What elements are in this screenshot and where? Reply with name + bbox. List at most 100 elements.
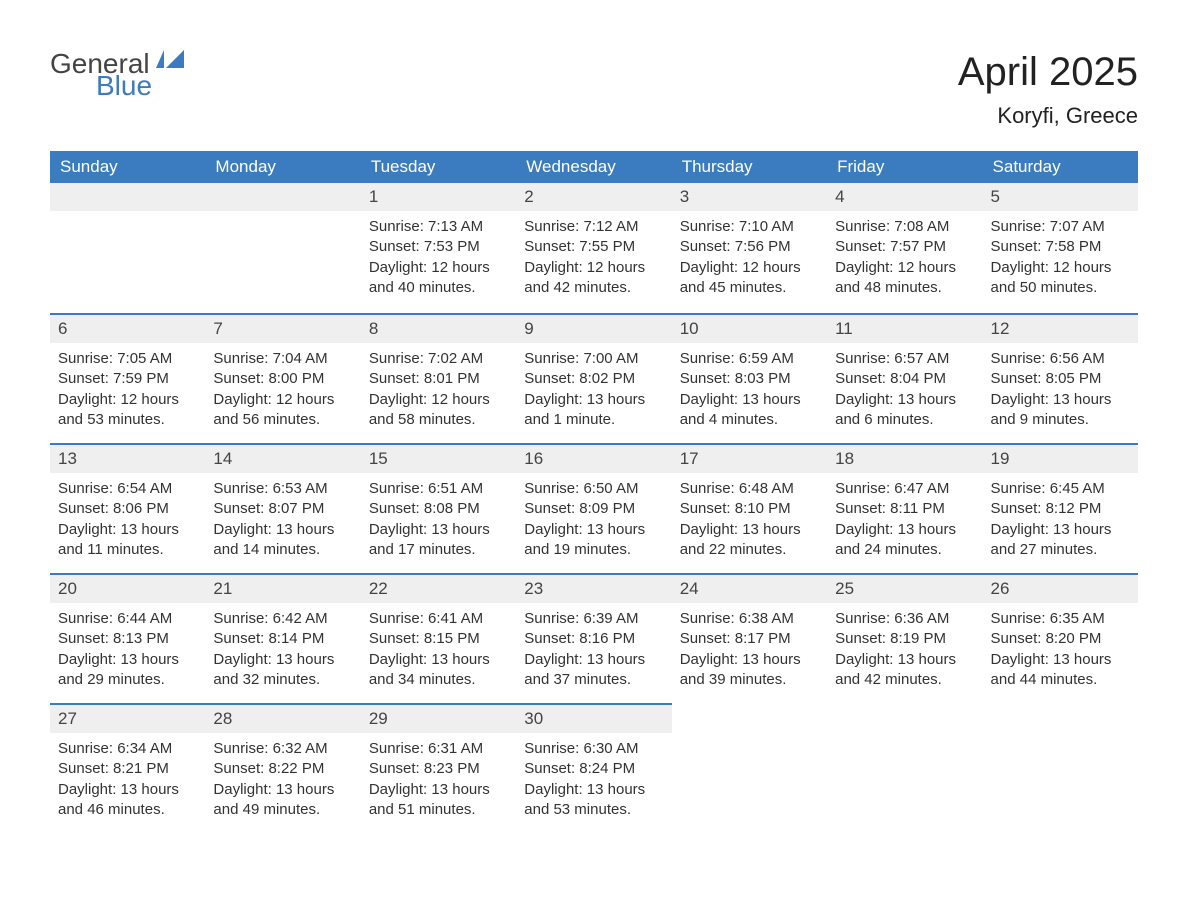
sunset-text: Sunset: 8:16 PM <box>524 629 663 649</box>
sunrise-text: Sunrise: 6:39 AM <box>524 609 663 629</box>
sunrise-text: Sunrise: 6:54 AM <box>58 479 197 499</box>
sunrise-text: Sunrise: 7:13 AM <box>369 217 508 237</box>
daylight-text: Daylight: 13 hours and 27 minutes. <box>991 520 1130 561</box>
calendar-week-row: 27Sunrise: 6:34 AMSunset: 8:21 PMDayligh… <box>50 703 1138 833</box>
daylight-text: Daylight: 13 hours and 24 minutes. <box>835 520 974 561</box>
sunset-text: Sunset: 8:13 PM <box>58 629 197 649</box>
day-header: Wednesday <box>516 151 671 183</box>
calendar-table: Sunday Monday Tuesday Wednesday Thursday… <box>50 151 1138 833</box>
sunset-text: Sunset: 8:04 PM <box>835 369 974 389</box>
daylight-text: Daylight: 12 hours and 56 minutes. <box>213 390 352 431</box>
sunrise-text: Sunrise: 6:30 AM <box>524 739 663 759</box>
sunrise-text: Sunrise: 6:32 AM <box>213 739 352 759</box>
day-number: 24 <box>672 573 827 603</box>
day-number: 26 <box>983 573 1138 603</box>
sunset-text: Sunset: 8:17 PM <box>680 629 819 649</box>
day-details: Sunrise: 7:02 AMSunset: 8:01 PMDaylight:… <box>361 343 516 438</box>
daylight-text: Daylight: 12 hours and 40 minutes. <box>369 258 508 299</box>
day-number <box>205 183 360 211</box>
day-details: Sunrise: 6:57 AMSunset: 8:04 PMDaylight:… <box>827 343 982 438</box>
daylight-text: Daylight: 12 hours and 53 minutes. <box>58 390 197 431</box>
sunrise-text: Sunrise: 6:47 AM <box>835 479 974 499</box>
calendar-cell: 19Sunrise: 6:45 AMSunset: 8:12 PMDayligh… <box>983 443 1138 573</box>
day-details: Sunrise: 7:13 AMSunset: 7:53 PMDaylight:… <box>361 211 516 306</box>
location-subtitle: Koryfi, Greece <box>958 103 1138 129</box>
daylight-text: Daylight: 13 hours and 11 minutes. <box>58 520 197 561</box>
daylight-text: Daylight: 13 hours and 4 minutes. <box>680 390 819 431</box>
calendar-cell: 13Sunrise: 6:54 AMSunset: 8:06 PMDayligh… <box>50 443 205 573</box>
day-number: 9 <box>516 313 671 343</box>
calendar-cell <box>672 703 827 833</box>
sunset-text: Sunset: 8:24 PM <box>524 759 663 779</box>
sunset-text: Sunset: 8:00 PM <box>213 369 352 389</box>
daylight-text: Daylight: 13 hours and 17 minutes. <box>369 520 508 561</box>
day-number: 20 <box>50 573 205 603</box>
calendar-week-row: 20Sunrise: 6:44 AMSunset: 8:13 PMDayligh… <box>50 573 1138 703</box>
day-details: Sunrise: 6:31 AMSunset: 8:23 PMDaylight:… <box>361 733 516 828</box>
sunset-text: Sunset: 8:08 PM <box>369 499 508 519</box>
calendar-cell <box>50 183 205 313</box>
calendar-cell: 16Sunrise: 6:50 AMSunset: 8:09 PMDayligh… <box>516 443 671 573</box>
day-header-row: Sunday Monday Tuesday Wednesday Thursday… <box>50 151 1138 183</box>
day-details: Sunrise: 7:05 AMSunset: 7:59 PMDaylight:… <box>50 343 205 438</box>
day-details: Sunrise: 6:34 AMSunset: 8:21 PMDaylight:… <box>50 733 205 828</box>
sunset-text: Sunset: 8:09 PM <box>524 499 663 519</box>
sunset-text: Sunset: 7:53 PM <box>369 237 508 257</box>
day-number: 14 <box>205 443 360 473</box>
day-details: Sunrise: 7:08 AMSunset: 7:57 PMDaylight:… <box>827 211 982 306</box>
day-number: 7 <box>205 313 360 343</box>
calendar-week-row: 1Sunrise: 7:13 AMSunset: 7:53 PMDaylight… <box>50 183 1138 313</box>
day-number: 11 <box>827 313 982 343</box>
sunset-text: Sunset: 8:11 PM <box>835 499 974 519</box>
calendar-cell: 1Sunrise: 7:13 AMSunset: 7:53 PMDaylight… <box>361 183 516 313</box>
day-details: Sunrise: 6:35 AMSunset: 8:20 PMDaylight:… <box>983 603 1138 698</box>
daylight-text: Daylight: 13 hours and 1 minute. <box>524 390 663 431</box>
day-details: Sunrise: 6:53 AMSunset: 8:07 PMDaylight:… <box>205 473 360 568</box>
day-header: Thursday <box>672 151 827 183</box>
day-number: 30 <box>516 703 671 733</box>
day-number: 18 <box>827 443 982 473</box>
day-number: 16 <box>516 443 671 473</box>
day-number: 2 <box>516 183 671 211</box>
daylight-text: Daylight: 13 hours and 6 minutes. <box>835 390 974 431</box>
day-header: Friday <box>827 151 982 183</box>
sunrise-text: Sunrise: 6:51 AM <box>369 479 508 499</box>
day-number: 3 <box>672 183 827 211</box>
page-header: General Blue April 2025 Koryfi, Greece <box>50 50 1138 129</box>
day-number: 15 <box>361 443 516 473</box>
sunrise-text: Sunrise: 7:04 AM <box>213 349 352 369</box>
daylight-text: Daylight: 13 hours and 9 minutes. <box>991 390 1130 431</box>
day-number: 21 <box>205 573 360 603</box>
sunrise-text: Sunrise: 7:05 AM <box>58 349 197 369</box>
daylight-text: Daylight: 13 hours and 44 minutes. <box>991 650 1130 691</box>
sunrise-text: Sunrise: 6:31 AM <box>369 739 508 759</box>
calendar-cell: 28Sunrise: 6:32 AMSunset: 8:22 PMDayligh… <box>205 703 360 833</box>
day-number: 1 <box>361 183 516 211</box>
day-number: 23 <box>516 573 671 603</box>
day-header: Monday <box>205 151 360 183</box>
day-number: 25 <box>827 573 982 603</box>
sunrise-text: Sunrise: 6:35 AM <box>991 609 1130 629</box>
sunrise-text: Sunrise: 7:02 AM <box>369 349 508 369</box>
day-details: Sunrise: 6:41 AMSunset: 8:15 PMDaylight:… <box>361 603 516 698</box>
calendar-cell: 3Sunrise: 7:10 AMSunset: 7:56 PMDaylight… <box>672 183 827 313</box>
sunset-text: Sunset: 8:15 PM <box>369 629 508 649</box>
sunrise-text: Sunrise: 6:41 AM <box>369 609 508 629</box>
day-details: Sunrise: 6:44 AMSunset: 8:13 PMDaylight:… <box>50 603 205 698</box>
flag-icon <box>156 50 186 74</box>
day-details: Sunrise: 6:50 AMSunset: 8:09 PMDaylight:… <box>516 473 671 568</box>
day-details: Sunrise: 6:54 AMSunset: 8:06 PMDaylight:… <box>50 473 205 568</box>
day-details: Sunrise: 7:07 AMSunset: 7:58 PMDaylight:… <box>983 211 1138 306</box>
calendar-cell: 20Sunrise: 6:44 AMSunset: 8:13 PMDayligh… <box>50 573 205 703</box>
calendar-cell: 4Sunrise: 7:08 AMSunset: 7:57 PMDaylight… <box>827 183 982 313</box>
sunset-text: Sunset: 7:58 PM <box>991 237 1130 257</box>
day-number: 6 <box>50 313 205 343</box>
day-details: Sunrise: 7:10 AMSunset: 7:56 PMDaylight:… <box>672 211 827 306</box>
sunrise-text: Sunrise: 6:34 AM <box>58 739 197 759</box>
sunset-text: Sunset: 7:57 PM <box>835 237 974 257</box>
calendar-cell: 2Sunrise: 7:12 AMSunset: 7:55 PMDaylight… <box>516 183 671 313</box>
calendar-cell: 12Sunrise: 6:56 AMSunset: 8:05 PMDayligh… <box>983 313 1138 443</box>
sunset-text: Sunset: 8:01 PM <box>369 369 508 389</box>
daylight-text: Daylight: 12 hours and 58 minutes. <box>369 390 508 431</box>
sunset-text: Sunset: 8:07 PM <box>213 499 352 519</box>
